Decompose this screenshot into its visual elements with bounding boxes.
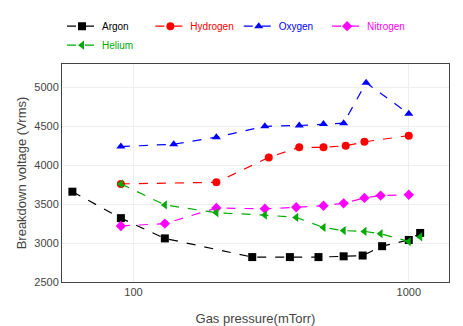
svg-text:Breakdown voltage (Vrms): Breakdown voltage (Vrms) <box>14 97 29 250</box>
svg-text:Argon: Argon <box>102 21 129 32</box>
svg-text:Helium: Helium <box>102 40 133 51</box>
svg-text:4000: 4000 <box>34 159 58 171</box>
svg-text:Nitrogen: Nitrogen <box>367 21 405 32</box>
svg-text:5000: 5000 <box>34 81 58 93</box>
svg-text:100: 100 <box>124 286 142 298</box>
svg-text:3000: 3000 <box>34 237 58 249</box>
svg-text:Gas pressure(mTorr): Gas pressure(mTorr) <box>196 311 316 326</box>
svg-text:Hydrogen: Hydrogen <box>190 21 233 32</box>
svg-text:2500: 2500 <box>34 276 58 288</box>
svg-text:3500: 3500 <box>34 198 58 210</box>
svg-text:Oxygen: Oxygen <box>279 21 313 32</box>
svg-text:1000: 1000 <box>397 286 421 298</box>
svg-text:4500: 4500 <box>34 120 58 132</box>
